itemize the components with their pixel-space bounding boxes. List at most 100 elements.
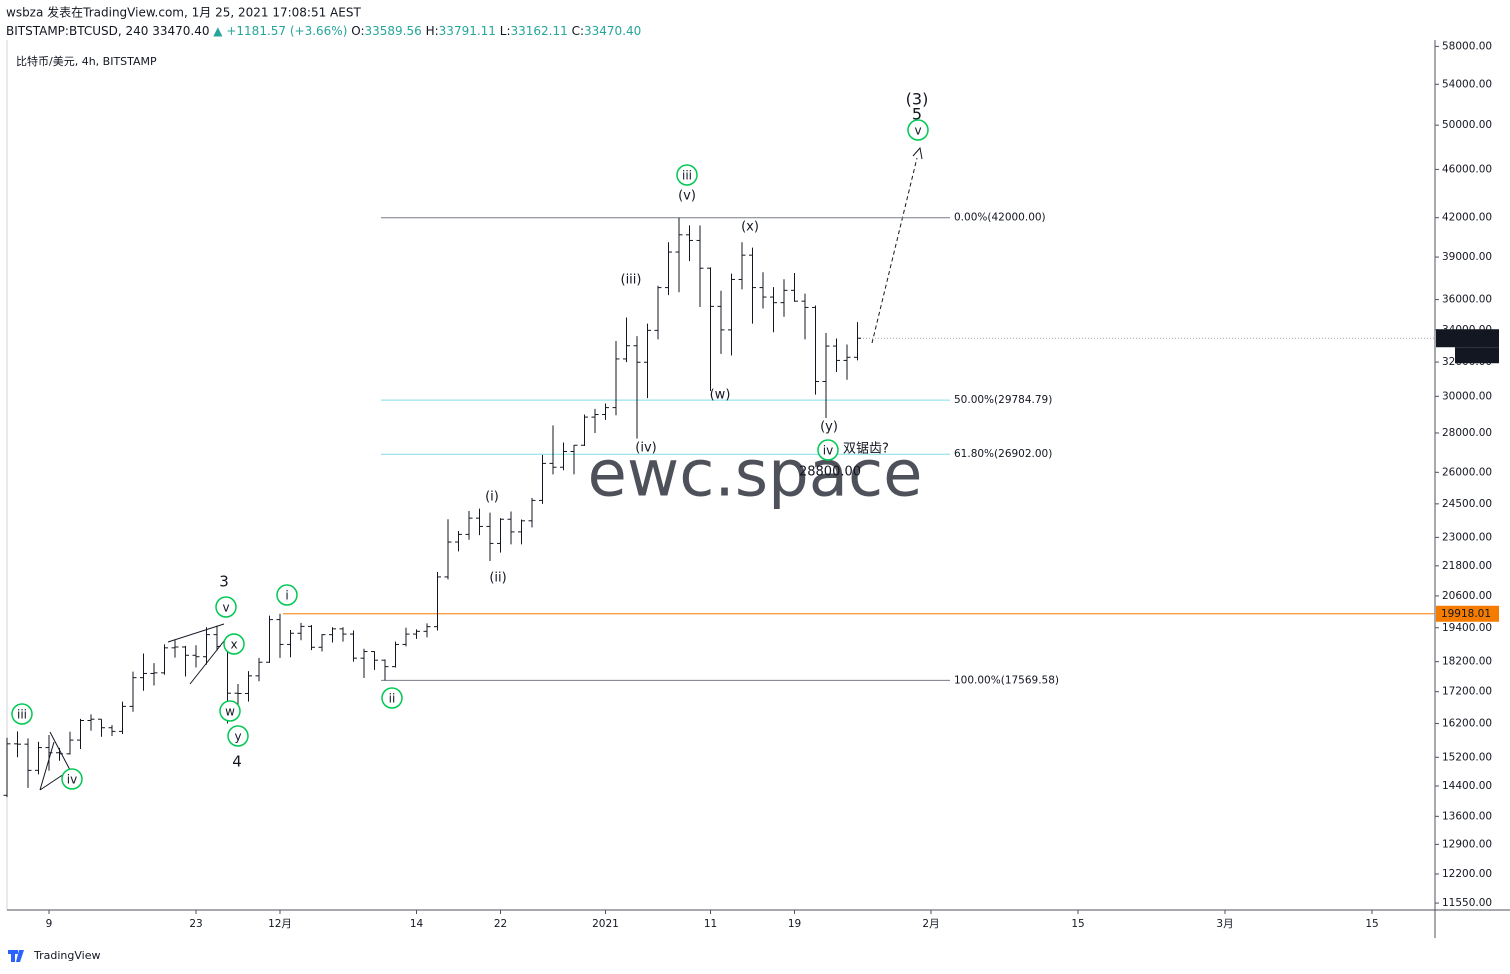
ohlc-bar <box>654 285 662 340</box>
quote-line: BITSTAMP:BTCUSD, 240 33470.40 ▲ +1181.57… <box>6 24 641 38</box>
header-line: wsbza 发表在TradingView.com, 1月 25, 2021 17… <box>6 5 361 20</box>
y-tick-label: 17200.00 <box>1442 686 1492 698</box>
x-tick-label: 15 <box>1365 918 1378 930</box>
x-tick-label: 22 <box>494 918 507 930</box>
ohlc-bar <box>476 508 483 536</box>
ohlc-bar <box>749 247 756 324</box>
fib-label: 50.00%(29784.79) <box>954 394 1052 406</box>
countdown-tag <box>1455 347 1499 364</box>
wave-label: 双锯齿? <box>843 442 889 457</box>
fib-label: 0.00%(42000.00) <box>954 212 1046 224</box>
wave-circle <box>215 596 237 618</box>
ohlc-bar <box>276 613 284 658</box>
chart-title: 比特币/美元, 4h, BITSTAMP <box>16 54 157 68</box>
last: 33470.40 <box>152 24 209 38</box>
x-tick-label: 3月 <box>1216 918 1233 930</box>
y-tick-label: 26000.00 <box>1442 466 1492 478</box>
wave-label: i <box>285 589 288 603</box>
wave-circle <box>676 164 698 186</box>
y-tick-label: 15200.00 <box>1442 751 1492 763</box>
ohlc-bar <box>518 519 525 545</box>
h: 33791.11 <box>439 24 496 38</box>
y-tick-label: 39000.00 <box>1442 251 1492 263</box>
ohlc-bar <box>213 625 221 651</box>
ohlc-bar <box>434 571 441 631</box>
ohlc-bar <box>539 454 546 504</box>
ohlc-bar <box>287 629 294 658</box>
wave-label: 28800.00 <box>799 465 861 480</box>
h-label: H: <box>426 24 439 38</box>
ohlc-bar <box>129 671 137 712</box>
ohlc-bar <box>360 648 368 678</box>
y-tick-label: 23000.00 <box>1442 531 1492 543</box>
footer-brand: TradingView <box>33 949 100 962</box>
x-tick-label: 2月 <box>922 918 939 930</box>
ohlc-bar <box>675 217 683 293</box>
wave-label: (iii) <box>621 273 642 288</box>
ohlc-bar <box>308 625 315 651</box>
ohlc-bar <box>119 701 126 735</box>
watermark: ewc.space <box>588 438 923 512</box>
ohlc-bar <box>297 622 305 641</box>
y-tick-label: 11550.00 <box>1442 897 1492 909</box>
ohlc-bar <box>602 403 609 420</box>
wave-circle <box>817 439 839 461</box>
ohlc-bar <box>171 640 179 658</box>
fib-label: 61.80%(26902.00) <box>954 448 1052 460</box>
wave-label: x <box>230 638 237 652</box>
wave-circle <box>227 725 249 747</box>
ohlc-bar <box>203 627 210 665</box>
l: 33162.11 <box>511 24 568 38</box>
ohlc-bar <box>77 718 84 749</box>
ohlc-bar <box>423 623 431 638</box>
fib-label: 100.00%(17569.58) <box>954 674 1059 686</box>
wave-label: iv <box>823 444 833 458</box>
y-tick-label: 50000.00 <box>1442 119 1492 131</box>
wave-label: (v) <box>678 189 696 204</box>
y-tick-label: 21800.00 <box>1442 560 1492 572</box>
ohlc-bar <box>402 627 410 647</box>
ohlc-bar <box>665 242 672 296</box>
ohlc-bar <box>14 731 21 758</box>
ohlc-bar <box>56 747 63 761</box>
ohlc-bar <box>728 273 735 356</box>
ohlc-bar <box>266 615 273 663</box>
wave-circle <box>11 703 33 725</box>
projection-arrow <box>871 157 918 344</box>
c: 33470.40 <box>584 24 641 38</box>
ohlc-bar <box>192 645 200 668</box>
y-tick-label: 30000.00 <box>1442 390 1492 402</box>
y-tick-label: 28000.00 <box>1442 427 1492 439</box>
wave-label: 5 <box>912 105 922 124</box>
ohlc-bar <box>371 651 378 670</box>
ohlc-bar <box>780 279 788 317</box>
l-label: L: <box>500 24 511 38</box>
ohlc-bar <box>854 322 861 361</box>
x-tick-label: 12月 <box>268 918 292 930</box>
x-tick-label: 9 <box>46 918 53 930</box>
wave-label: 4 <box>232 753 242 771</box>
y-tick-label: 36000.00 <box>1442 294 1492 306</box>
y-tick-label: 12200.00 <box>1442 868 1492 880</box>
last-price-label: 33470.40 <box>1438 332 1493 344</box>
wave-label: (w) <box>710 388 731 403</box>
c-label: C: <box>572 24 584 38</box>
ohlc-bar <box>392 641 399 668</box>
ohlc-bar <box>444 519 452 580</box>
wave-label: v <box>914 124 921 138</box>
wave-label: v <box>222 601 229 615</box>
ohlc-bar <box>87 714 95 731</box>
ohlc-bar <box>812 305 819 395</box>
y-tick-label: 24500.00 <box>1442 498 1492 510</box>
ohlc-bar <box>549 425 557 475</box>
ohlc-bar <box>801 293 809 340</box>
wave-circle <box>61 768 83 790</box>
ohlc-bar <box>822 333 830 419</box>
ohlc-bar <box>140 653 147 691</box>
ohlc-bar <box>707 267 714 392</box>
x-tick-label: 23 <box>189 918 202 930</box>
ohlc-bar <box>570 444 578 475</box>
wave-circle <box>276 584 298 606</box>
ohlc-bar <box>686 225 693 262</box>
y-tick-label: 54000.00 <box>1442 78 1492 90</box>
